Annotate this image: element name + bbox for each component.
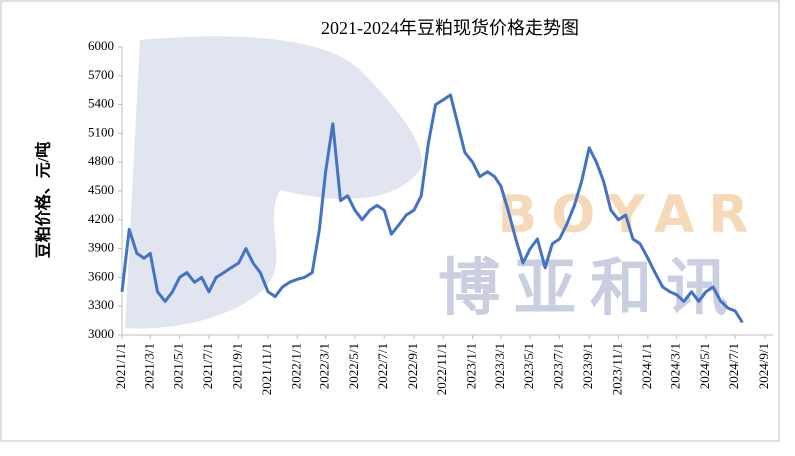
y-tick-label: 5700 xyxy=(88,67,114,82)
x-tick-label: 2021/5/1 xyxy=(171,343,186,389)
watermark: 博亚和讯 xyxy=(438,251,742,324)
y-tick-label: 4200 xyxy=(88,211,114,226)
x-tick-label: 2022/7/1 xyxy=(375,343,390,389)
x-tick-label: 2021/7/1 xyxy=(200,343,215,389)
x-tick-label: 2022/11/1 xyxy=(434,343,449,395)
y-tick-label: 3600 xyxy=(88,268,114,283)
price-line xyxy=(120,93,744,324)
y-axis-label: 豆粕价格、元/吨 xyxy=(34,142,53,258)
x-tick-label: 2024/3/1 xyxy=(668,343,683,389)
y-tick-label: 3900 xyxy=(88,240,114,255)
x-tick-label: 2023/5/1 xyxy=(521,343,536,389)
x-tick-label: 2023/7/1 xyxy=(550,343,565,389)
x-tick-label: 2023/3/1 xyxy=(492,343,507,389)
x-tick-label: 2023/11/1 xyxy=(610,343,625,395)
x-tick-label: 2024/7/1 xyxy=(726,343,741,389)
x-tick-label: 2022/1/1 xyxy=(288,343,303,389)
x-tick-label: 2022/3/1 xyxy=(317,343,332,389)
x-tick-label: 2021/3/1 xyxy=(141,343,156,389)
x-tick-label: 2021/9/1 xyxy=(230,343,245,389)
y-tick-label: 4800 xyxy=(88,153,114,168)
y-tick-label: 5400 xyxy=(88,96,114,111)
x-tick-label: 2021/11/1 xyxy=(259,343,274,395)
chart-title: 2021-2024年豆粕现货价格走势图 xyxy=(321,18,579,38)
x-tick-label: 2022/9/1 xyxy=(405,343,420,389)
y-tick-label: 4500 xyxy=(88,182,114,197)
watermark: BOYAR xyxy=(498,185,763,245)
y-tick-label: 6000 xyxy=(88,38,114,53)
x-tick-label: 2023/1/1 xyxy=(464,343,479,389)
x-tick-label: 2022/5/1 xyxy=(346,343,361,389)
y-tick-label: 3000 xyxy=(88,326,114,341)
y-tick-label: 5100 xyxy=(88,124,114,139)
x-tick-label: 2023/9/1 xyxy=(580,343,595,389)
y-tick-label: 3300 xyxy=(88,297,114,312)
x-tick-label: 2021/1/1 xyxy=(113,343,128,389)
x-tick-label: 2024/9/1 xyxy=(756,343,771,389)
logo-shape xyxy=(125,36,422,329)
x-tick-label: 2024/5/1 xyxy=(697,343,712,389)
x-tick-label: 2024/1/1 xyxy=(639,343,654,389)
